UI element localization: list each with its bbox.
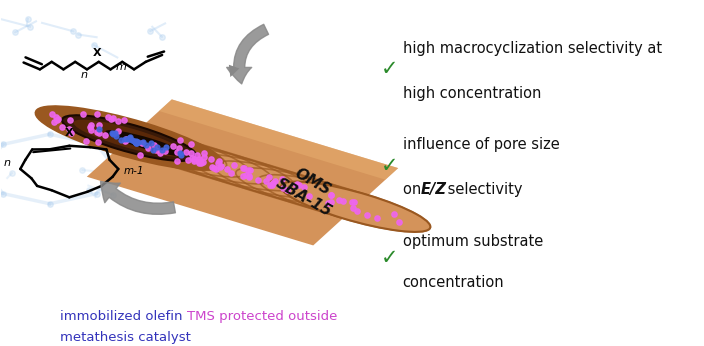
- Text: TMS protected outside: TMS protected outside: [187, 310, 337, 323]
- Ellipse shape: [281, 182, 430, 232]
- FancyArrowPatch shape: [101, 181, 175, 215]
- Text: E/Z: E/Z: [420, 182, 446, 197]
- Text: X: X: [93, 48, 102, 58]
- Ellipse shape: [106, 130, 187, 156]
- Ellipse shape: [36, 107, 222, 170]
- Text: m: m: [115, 62, 127, 72]
- Text: X: X: [65, 128, 74, 138]
- Text: concentration: concentration: [403, 275, 504, 290]
- Text: influence of pore size: influence of pore size: [403, 137, 560, 153]
- Text: immobilized olefin: immobilized olefin: [60, 310, 182, 323]
- Ellipse shape: [73, 120, 185, 156]
- Polygon shape: [159, 99, 398, 180]
- Text: selectivity: selectivity: [443, 182, 522, 197]
- Text: n: n: [4, 157, 11, 167]
- Text: high macrocyclization selectivity at: high macrocyclization selectivity at: [403, 41, 662, 56]
- Text: on: on: [403, 182, 425, 197]
- FancyArrowPatch shape: [227, 24, 268, 84]
- Text: OMS
SBA-15: OMS SBA-15: [273, 160, 343, 219]
- Text: ✓: ✓: [381, 156, 398, 175]
- Text: optimum substrate: optimum substrate: [403, 234, 543, 249]
- Ellipse shape: [62, 115, 196, 161]
- Text: n: n: [80, 70, 87, 80]
- Text: ✓: ✓: [381, 248, 398, 268]
- Text: metathesis catalyst: metathesis catalyst: [60, 331, 190, 344]
- Text: m-1: m-1: [124, 166, 144, 176]
- Text: high concentration: high concentration: [403, 86, 541, 101]
- Text: ✓: ✓: [381, 60, 398, 79]
- Polygon shape: [87, 99, 398, 245]
